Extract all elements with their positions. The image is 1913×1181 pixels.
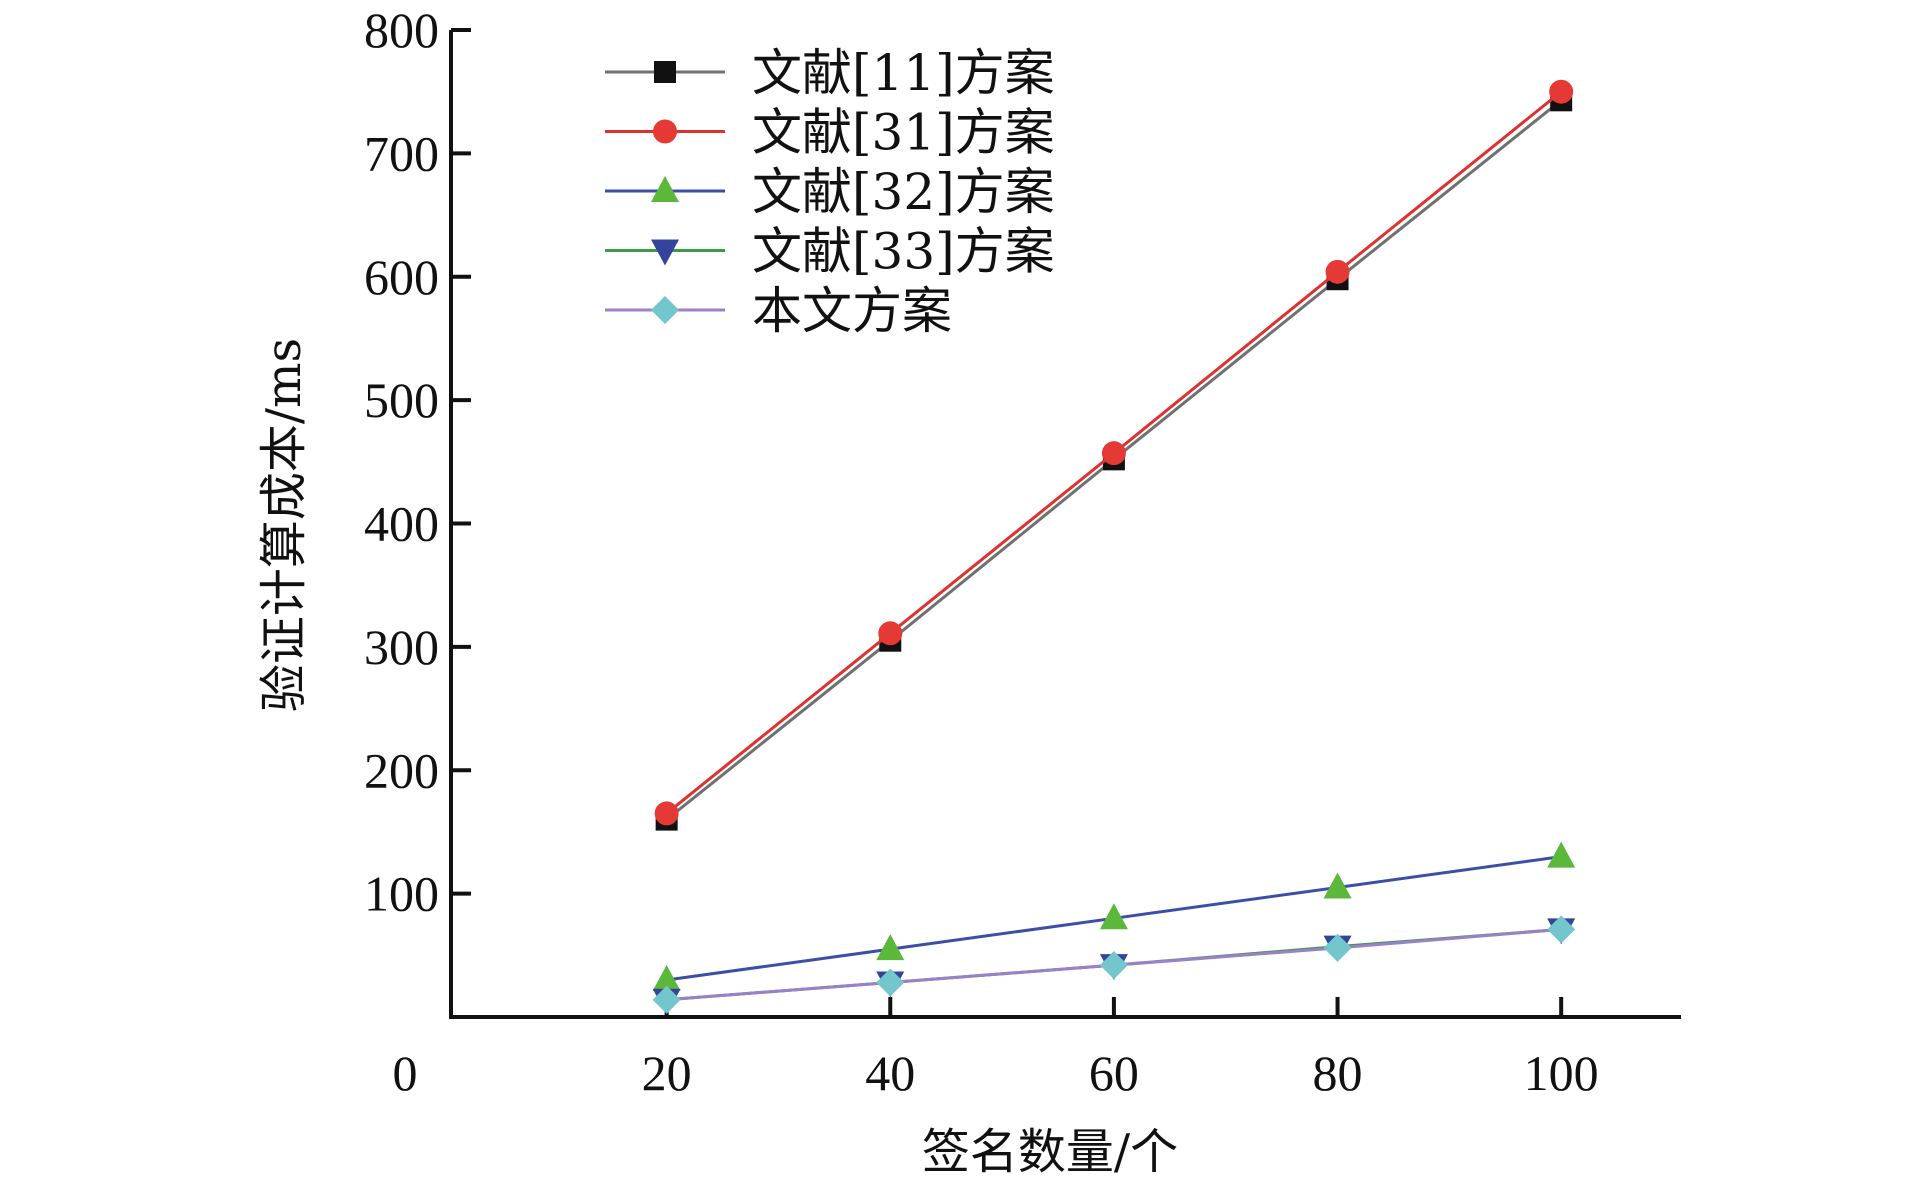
legend-item: 文献[31]方案 (605, 104, 1055, 162)
legend-marker (651, 239, 679, 266)
y-tick-label: 300 (364, 619, 439, 675)
legend-item: 文献[33]方案 (605, 223, 1055, 281)
data-point (1547, 841, 1576, 868)
legend-marker (651, 176, 679, 202)
series-5 (652, 915, 1576, 1014)
legend-label: 文献[33]方案 (752, 223, 1055, 281)
y-tick-label: 500 (364, 372, 439, 428)
data-point (1099, 903, 1128, 930)
data-point (652, 985, 681, 1014)
x-tick-label: 0 (393, 1045, 418, 1101)
series-3 (652, 841, 1576, 991)
legend-item: 文献[32]方案 (605, 163, 1055, 221)
legend-marker (651, 296, 679, 324)
y-axis-title: 验证计算成本/ms (256, 338, 312, 712)
y-tick-label: 400 (364, 496, 439, 552)
legend-label: 文献[11]方案 (752, 44, 1055, 102)
legend-item: 文献[11]方案 (605, 44, 1055, 102)
y-tick-label: 200 (364, 742, 439, 798)
y-tick-label: 600 (364, 249, 439, 305)
legend-marker (653, 119, 677, 144)
y-ticks: 100 200 300 400 500 600 700 800 (364, 2, 471, 922)
series-layer (652, 79, 1576, 1015)
x-tick-label: 60 (1089, 1045, 1139, 1101)
legend-label: 文献[31]方案 (752, 104, 1055, 162)
data-point (1099, 951, 1128, 980)
data-point (1323, 872, 1352, 899)
data-point (878, 621, 903, 646)
data-point (652, 964, 681, 991)
data-point (876, 934, 905, 961)
data-point (1547, 915, 1576, 944)
x-tick-label: 40 (865, 1045, 915, 1101)
y-tick-label: 700 (364, 125, 439, 181)
series-2 (654, 79, 1574, 826)
data-point (876, 968, 905, 997)
y-tick-label: 100 (364, 866, 439, 922)
x-tick-label: 80 (1313, 1045, 1363, 1101)
data-point (654, 801, 679, 826)
legend-item: 本文方案 (605, 282, 952, 340)
x-tick-label: 20 (642, 1045, 692, 1101)
legend-label: 文献[32]方案 (752, 163, 1055, 221)
x-ticks: 0 20 40 60 80 100 (393, 997, 1599, 1101)
axes (449, 30, 1681, 1019)
x-tick-label: 100 (1524, 1045, 1599, 1101)
legend-label: 本文方案 (752, 282, 952, 340)
data-point (1323, 933, 1352, 962)
legend-marker (654, 61, 676, 83)
data-point (1101, 441, 1126, 466)
y-tick-label: 800 (364, 2, 439, 58)
x-axis-title: 签名数量/个 (922, 1124, 1178, 1180)
data-point (1325, 259, 1350, 284)
data-point (1549, 79, 1574, 104)
